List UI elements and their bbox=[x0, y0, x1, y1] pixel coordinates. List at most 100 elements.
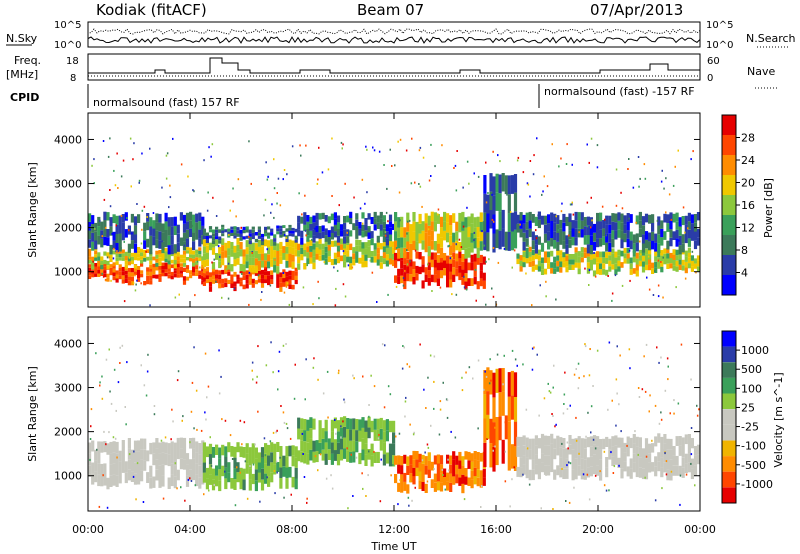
power-cell bbox=[230, 229, 234, 233]
velocity-speckle bbox=[547, 382, 549, 385]
power-cell bbox=[195, 213, 199, 223]
power-cell bbox=[623, 215, 627, 225]
velocity-cell bbox=[367, 449, 371, 460]
power-cell bbox=[224, 282, 228, 288]
velocity-cell bbox=[218, 480, 222, 492]
velocity-speckle bbox=[89, 458, 91, 461]
power-cell bbox=[525, 229, 529, 239]
velocity-speckle bbox=[590, 405, 593, 408]
power-speckle bbox=[474, 268, 477, 271]
velocity-cell bbox=[392, 432, 396, 444]
power-cell bbox=[458, 258, 462, 266]
power-cell bbox=[260, 269, 265, 275]
power-cell bbox=[464, 227, 468, 238]
power-cell bbox=[312, 229, 316, 236]
power-cell bbox=[556, 241, 560, 251]
velocity-cell bbox=[179, 437, 183, 449]
velocity-speckle bbox=[193, 346, 195, 349]
power-cell bbox=[208, 229, 213, 233]
power-cell bbox=[173, 244, 177, 254]
velocity-speckle bbox=[526, 447, 529, 450]
nave-label: Nave bbox=[747, 65, 775, 78]
velocity-speckle bbox=[522, 363, 524, 366]
power-cell bbox=[599, 221, 603, 230]
power-cell bbox=[349, 256, 353, 264]
power-speckle bbox=[611, 299, 613, 302]
velocity-speckle bbox=[643, 355, 645, 358]
velocity-speckle bbox=[616, 392, 618, 395]
velocity-ytick-label: 2000 bbox=[54, 426, 82, 439]
power-cell bbox=[577, 220, 581, 229]
velocity-cell bbox=[467, 451, 471, 461]
power-cell bbox=[115, 261, 119, 265]
power-cell bbox=[376, 222, 380, 229]
power-cell bbox=[173, 260, 177, 265]
velocity-speckle bbox=[660, 356, 662, 359]
velocity-speckle bbox=[119, 346, 121, 349]
power-cell bbox=[586, 262, 590, 268]
power-cell bbox=[115, 274, 119, 279]
power-speckle bbox=[638, 185, 640, 188]
power-cell bbox=[400, 247, 404, 258]
power-cell bbox=[152, 271, 156, 275]
power-cell bbox=[421, 256, 425, 265]
velocity-cell bbox=[614, 455, 618, 465]
power-cell bbox=[651, 231, 655, 241]
power-speckle bbox=[402, 284, 405, 287]
power-cell bbox=[623, 253, 627, 259]
power-speckle bbox=[657, 284, 660, 287]
power-cell bbox=[254, 258, 258, 266]
velocity-cell bbox=[218, 458, 222, 470]
power-cell bbox=[230, 249, 234, 257]
power-cell bbox=[121, 257, 125, 261]
power-cell bbox=[318, 238, 322, 244]
power-cell bbox=[176, 270, 180, 275]
power-cell bbox=[97, 273, 101, 277]
power-cell bbox=[182, 254, 187, 259]
velocity-cell bbox=[88, 465, 92, 477]
velocity-cell bbox=[583, 469, 587, 480]
power-cell bbox=[173, 270, 177, 274]
velocity-cell bbox=[103, 441, 107, 453]
power-cell bbox=[644, 254, 649, 260]
velocity-cell bbox=[388, 420, 393, 433]
velocity-speckle bbox=[563, 393, 566, 396]
velocity-cell bbox=[208, 454, 213, 465]
velocity-cell bbox=[635, 456, 639, 467]
power-cell bbox=[543, 215, 548, 225]
velocity-speckle bbox=[282, 411, 285, 414]
power-cell bbox=[97, 235, 101, 245]
velocity-speckle bbox=[413, 431, 415, 434]
power-speckle bbox=[555, 215, 557, 218]
power-cell bbox=[121, 275, 125, 280]
velocity-colorbar-swatch bbox=[722, 377, 736, 394]
power-cell bbox=[112, 268, 116, 273]
power-cell bbox=[294, 280, 298, 285]
power-cell bbox=[436, 270, 440, 279]
power-cell bbox=[571, 264, 575, 270]
power-speckle bbox=[487, 192, 489, 194]
power-speckle bbox=[652, 294, 655, 296]
power-cell bbox=[690, 214, 694, 224]
velocity-speckle bbox=[302, 453, 304, 455]
power-speckle bbox=[441, 144, 443, 147]
power-cell bbox=[291, 284, 295, 290]
velocity-cell bbox=[254, 447, 258, 459]
power-cell bbox=[100, 238, 104, 248]
xtick-label: 04:00 bbox=[174, 523, 206, 536]
velocity-speckle bbox=[116, 456, 118, 459]
velocity-cell bbox=[109, 441, 113, 454]
power-speckle bbox=[104, 279, 107, 282]
power-cell bbox=[470, 242, 474, 253]
power-cell bbox=[264, 275, 268, 280]
velocity-cell bbox=[182, 448, 187, 460]
velocity-cell bbox=[605, 457, 609, 468]
velocity-cell bbox=[248, 479, 252, 491]
power-cell bbox=[315, 231, 319, 239]
power-speckle bbox=[614, 274, 617, 277]
velocity-speckle bbox=[176, 487, 178, 490]
power-speckle bbox=[208, 146, 210, 149]
velocity-speckle bbox=[246, 497, 249, 500]
power-cell bbox=[553, 240, 557, 249]
power-cell bbox=[127, 281, 131, 286]
